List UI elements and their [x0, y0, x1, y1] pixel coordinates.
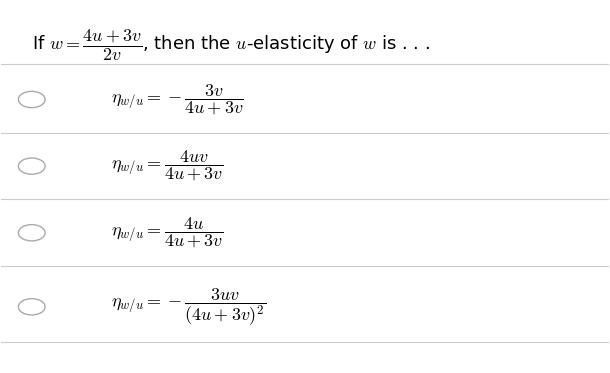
Text: $\eta_{w/u} = \dfrac{4u}{4u + 3v}$: $\eta_{w/u} = \dfrac{4u}{4u + 3v}$ — [110, 216, 223, 250]
Text: $\eta_{w/u} = -\dfrac{3v}{4u + 3v}$: $\eta_{w/u} = -\dfrac{3v}{4u + 3v}$ — [110, 82, 243, 117]
Text: $\eta_{w/u} = -\dfrac{3uv}{(4u + 3v)^2}$: $\eta_{w/u} = -\dfrac{3uv}{(4u + 3v)^2}$ — [110, 286, 266, 327]
Text: $\eta_{w/u} = \dfrac{4uv}{4u + 3v}$: $\eta_{w/u} = \dfrac{4uv}{4u + 3v}$ — [110, 149, 223, 183]
Text: If $w = \dfrac{4u + 3v}{2v}$, then the $u$-elasticity of $w$ is . . .: If $w = \dfrac{4u + 3v}{2v}$, then the $… — [32, 27, 429, 63]
